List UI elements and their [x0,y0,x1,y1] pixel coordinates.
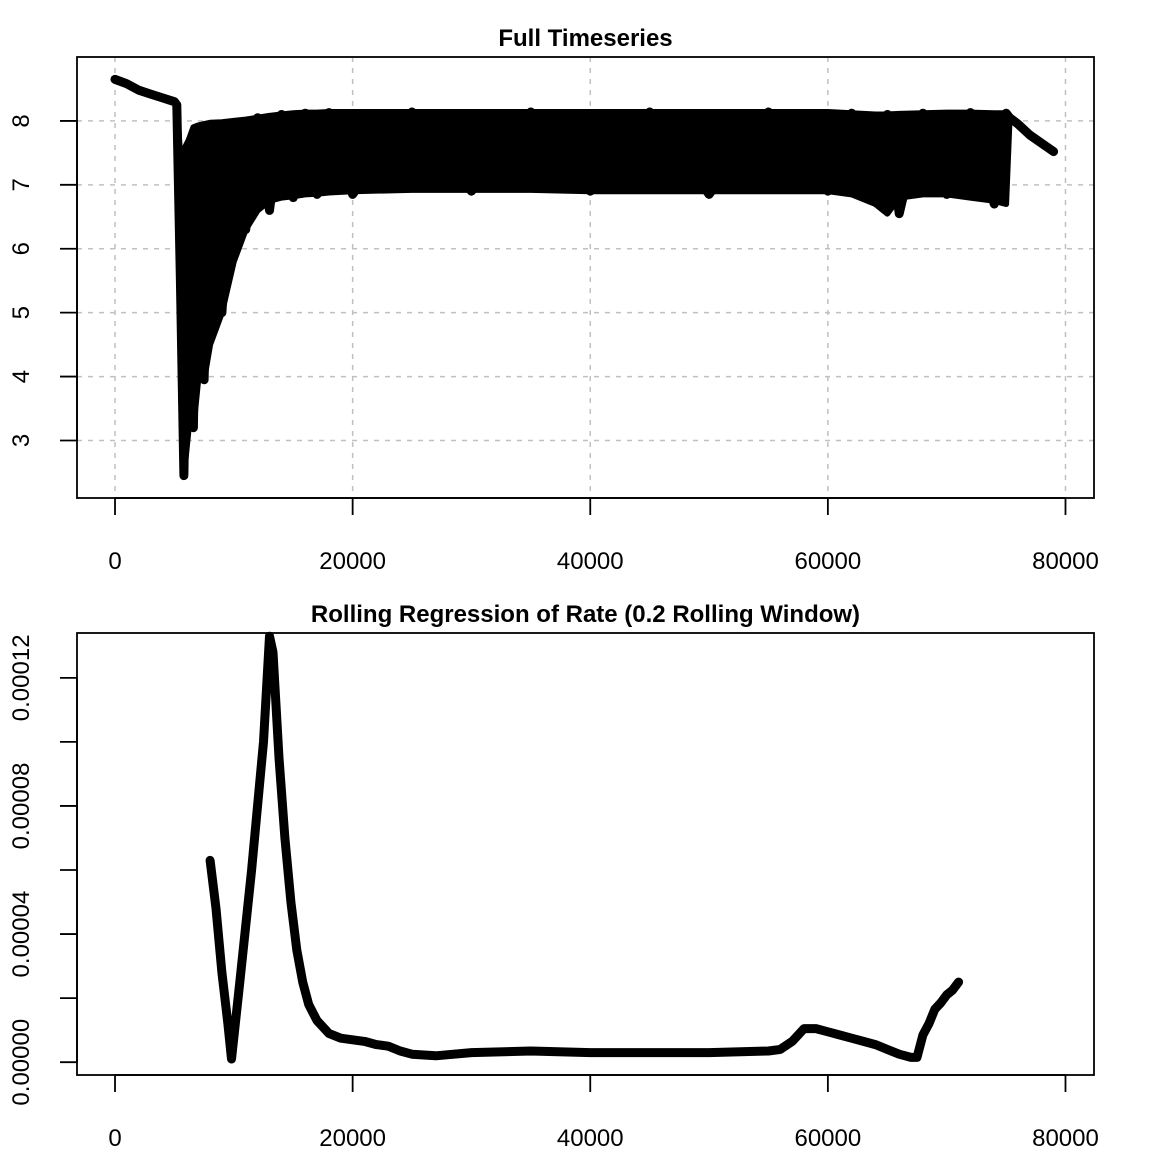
x-tick-label: 60000 [794,548,861,575]
chart-title: Rolling Regression of Rate (0.2 Rolling … [311,601,860,628]
y-tick-label: 0.00004 [8,891,35,978]
x-tick-label: 80000 [1032,548,1099,575]
x-tick-label: 40000 [557,1125,624,1152]
x-axis: 0 20000 40000 60000 80000 [108,1074,1099,1152]
chart-panel-rolling-regression: Rolling Regression of Rate (0.2 Rolling … [8,601,1099,1152]
y-tick-label: 5 [8,306,35,319]
y-axis: 3 4 5 6 7 8 [8,114,78,447]
y-tick-label: 7 [8,178,35,191]
y-tick-label: 0.00000 [8,1019,35,1106]
y-tick-label: 4 [8,370,35,383]
x-tick-label: 60000 [794,1125,861,1152]
x-tick-label: 20000 [319,1125,386,1152]
timeseries-line [110,74,1059,481]
y-axis: 0.00000 0.00004 0.00008 0.00012 [8,634,78,1106]
chart-title: Full Timeseries [498,25,672,52]
x-tick-label: 80000 [1032,1125,1099,1152]
x-tick-label: 0 [108,548,121,575]
x-tick-label: 40000 [557,548,624,575]
y-tick-label: 0.00008 [8,763,35,850]
x-tick-label: 20000 [319,548,386,575]
y-tick-label: 6 [8,242,35,255]
y-tick-label: 0.00012 [8,634,35,721]
y-tick-label: 3 [8,434,35,447]
x-axis: 0 20000 40000 60000 80000 [108,497,1099,575]
rolling-rate-line [205,631,964,1064]
y-tick-label: 8 [8,114,35,127]
x-tick-label: 0 [108,1125,121,1152]
chart-panel-full-timeseries: Full Timeseries 0 20000 40000 60000 80000 3 4… [8,25,1099,575]
